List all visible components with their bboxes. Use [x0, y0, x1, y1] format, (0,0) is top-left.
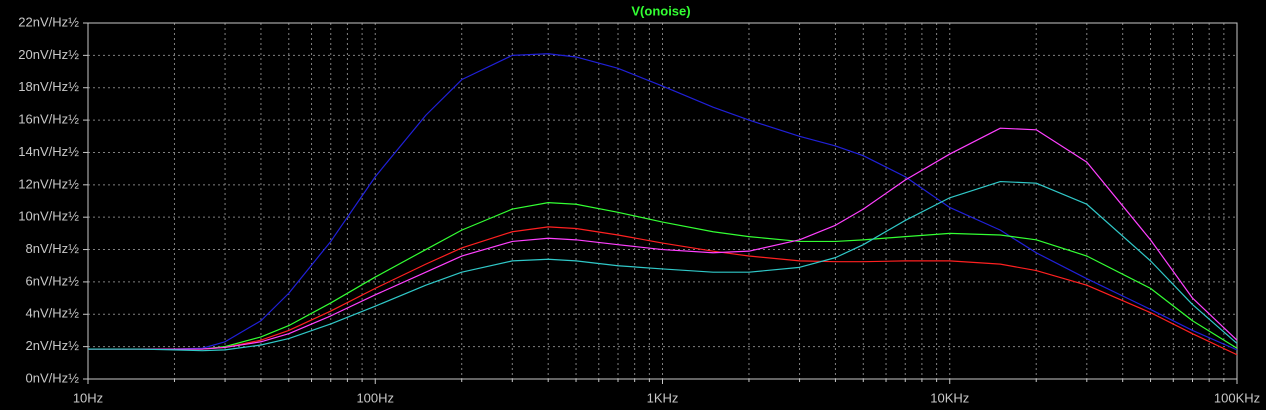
plot-frame — [87, 22, 1238, 380]
y-tick-label: 6nV/Hz½ — [26, 273, 80, 288]
y-tick-label: 0nV/Hz½ — [26, 370, 80, 385]
x-tick-label: 100KHz — [1214, 390, 1260, 405]
x-tick-label: 1KHz — [647, 390, 679, 405]
x-tick-label: 10Hz — [73, 390, 103, 405]
y-tick-label: 2nV/Hz½ — [26, 338, 80, 353]
series-line — [88, 127, 1238, 350]
y-tick-label: 16nV/Hz½ — [18, 112, 79, 127]
series-line — [88, 226, 1238, 356]
x-tick-label: 100Hz — [356, 390, 394, 405]
y-tick-label: 12nV/Hz½ — [18, 176, 79, 191]
series-line — [88, 180, 1238, 352]
y-tick-label: 14nV/Hz½ — [18, 144, 79, 159]
y-tick-label: 4nV/Hz½ — [26, 306, 80, 321]
chart-title: V(onoise) — [631, 3, 690, 18]
y-tick-label: 8nV/Hz½ — [26, 241, 80, 256]
y-tick-label: 20nV/Hz½ — [18, 47, 79, 62]
series-line — [88, 202, 1238, 350]
y-tick-label: 18nV/Hz½ — [18, 79, 79, 94]
x-tick-label: 10KHz — [930, 390, 969, 405]
y-tick-label: 10nV/Hz½ — [18, 209, 79, 224]
series-line — [88, 53, 1238, 351]
y-tick-label: 22nV/Hz½ — [18, 14, 79, 29]
